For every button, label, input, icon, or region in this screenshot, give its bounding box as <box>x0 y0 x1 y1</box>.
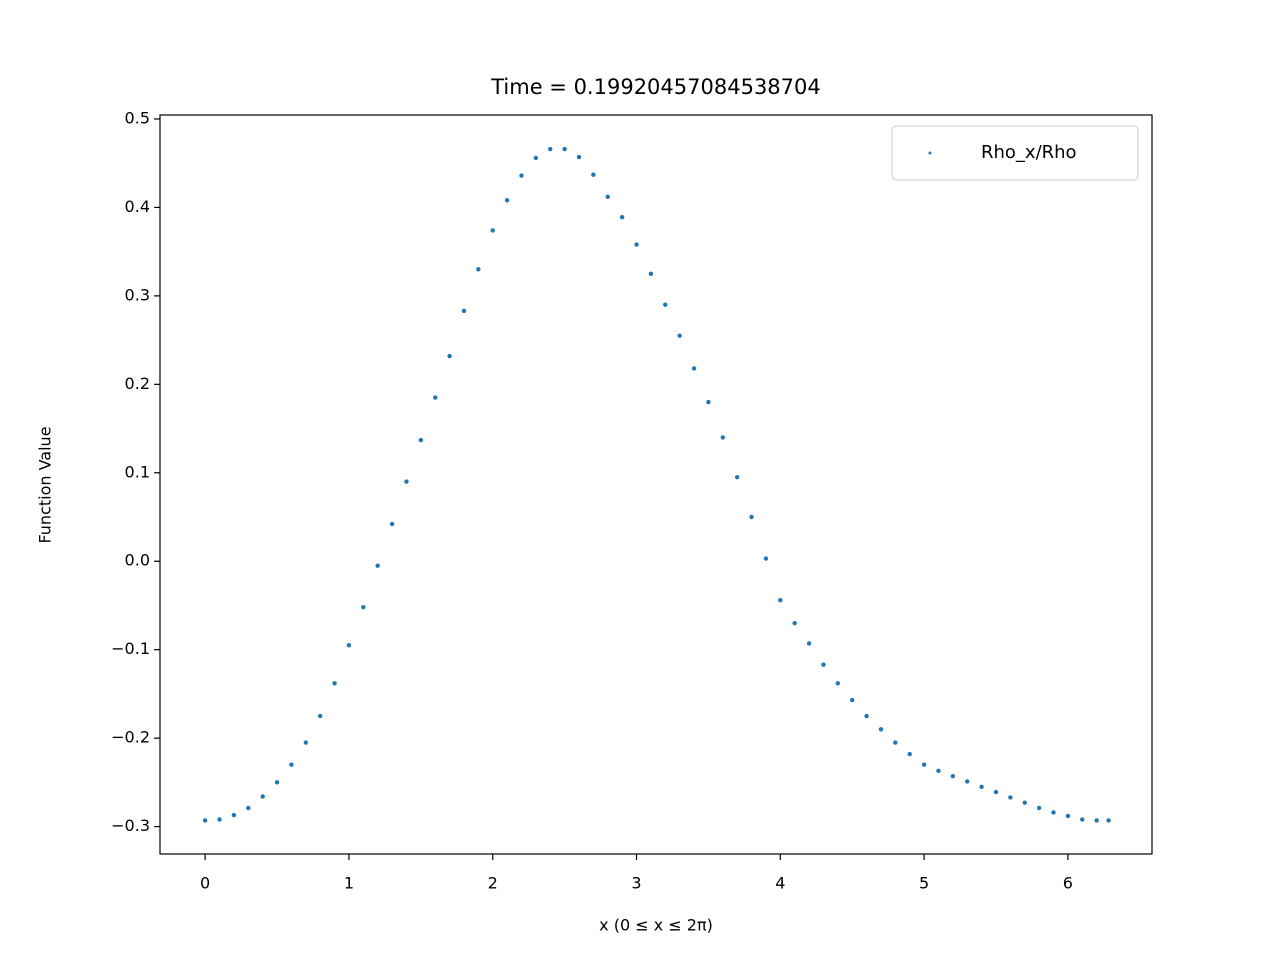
point <box>1080 817 1085 822</box>
point <box>734 475 740 480</box>
point <box>317 713 323 719</box>
point <box>418 437 424 443</box>
point <box>893 740 898 745</box>
point <box>562 146 567 152</box>
x-tick-label: 0 <box>200 874 210 893</box>
point <box>231 812 237 818</box>
point <box>706 399 711 405</box>
point <box>921 762 927 767</box>
y-tick-label: 0.4 <box>125 197 150 216</box>
point <box>850 697 855 703</box>
point <box>907 751 912 757</box>
x-tick-label: 3 <box>631 874 641 893</box>
point <box>591 172 596 177</box>
point <box>332 681 337 686</box>
point <box>346 643 352 648</box>
x-tick-label: 2 <box>488 874 498 893</box>
point <box>778 597 783 603</box>
point <box>361 605 366 610</box>
legend-marker <box>928 151 932 155</box>
point <box>548 146 553 152</box>
y-tick-label: −0.3 <box>111 816 150 835</box>
point <box>1106 818 1111 823</box>
x-tick-label: 4 <box>775 874 785 893</box>
point <box>663 302 668 307</box>
point <box>504 198 510 203</box>
point <box>950 773 956 779</box>
point <box>533 155 539 161</box>
point <box>821 662 826 667</box>
legend-box <box>891 125 1139 181</box>
point <box>289 762 294 767</box>
point <box>605 194 610 200</box>
point <box>1065 813 1071 819</box>
x-axis-label: x (0 ≤ x ≤ 2π) <box>599 916 713 935</box>
point <box>619 214 625 220</box>
point <box>792 620 797 626</box>
point <box>1008 795 1013 800</box>
point <box>1036 805 1042 811</box>
chart-title: Time = 0.19920457084538704 <box>490 75 821 99</box>
x-tick-label: 6 <box>1063 874 1073 893</box>
point <box>303 740 309 745</box>
y-tick-label: −0.1 <box>111 639 150 658</box>
point <box>878 727 884 732</box>
point <box>806 641 812 646</box>
point <box>720 435 725 440</box>
y-tick-label: 0.1 <box>125 462 150 481</box>
point <box>389 521 395 527</box>
point <box>274 780 280 785</box>
point <box>461 308 467 314</box>
point <box>835 681 841 686</box>
point <box>202 818 208 823</box>
point <box>1022 800 1027 805</box>
point <box>936 768 941 774</box>
y-tick-label: 0.3 <box>125 285 150 304</box>
point <box>979 784 984 789</box>
plot-frame <box>159 114 1153 855</box>
y-axis-label: Function Value <box>36 426 55 543</box>
y-tick-label: −0.2 <box>111 728 150 747</box>
point <box>375 563 380 568</box>
point <box>519 173 524 178</box>
y-tick-label: 0.0 <box>125 551 150 570</box>
point <box>404 479 409 484</box>
point <box>447 353 452 359</box>
y-tick-label: 0.5 <box>125 108 150 127</box>
point <box>490 228 495 233</box>
point <box>763 556 769 561</box>
point <box>749 514 754 520</box>
point <box>677 333 682 338</box>
point <box>965 779 970 784</box>
x-tick-label: 5 <box>919 874 929 893</box>
point <box>260 794 265 799</box>
point <box>864 713 869 719</box>
point <box>1051 810 1056 815</box>
point <box>1094 818 1099 823</box>
y-tick-label: 0.2 <box>125 374 150 393</box>
point <box>433 395 438 400</box>
point <box>634 242 639 247</box>
x-tick-label: 1 <box>344 874 354 893</box>
point <box>576 154 582 160</box>
point <box>691 366 697 371</box>
legend-label: Rho_x/Rho <box>981 142 1077 163</box>
point <box>217 817 222 822</box>
point <box>476 267 481 272</box>
point <box>648 271 654 276</box>
point <box>993 789 999 795</box>
point <box>246 805 251 811</box>
